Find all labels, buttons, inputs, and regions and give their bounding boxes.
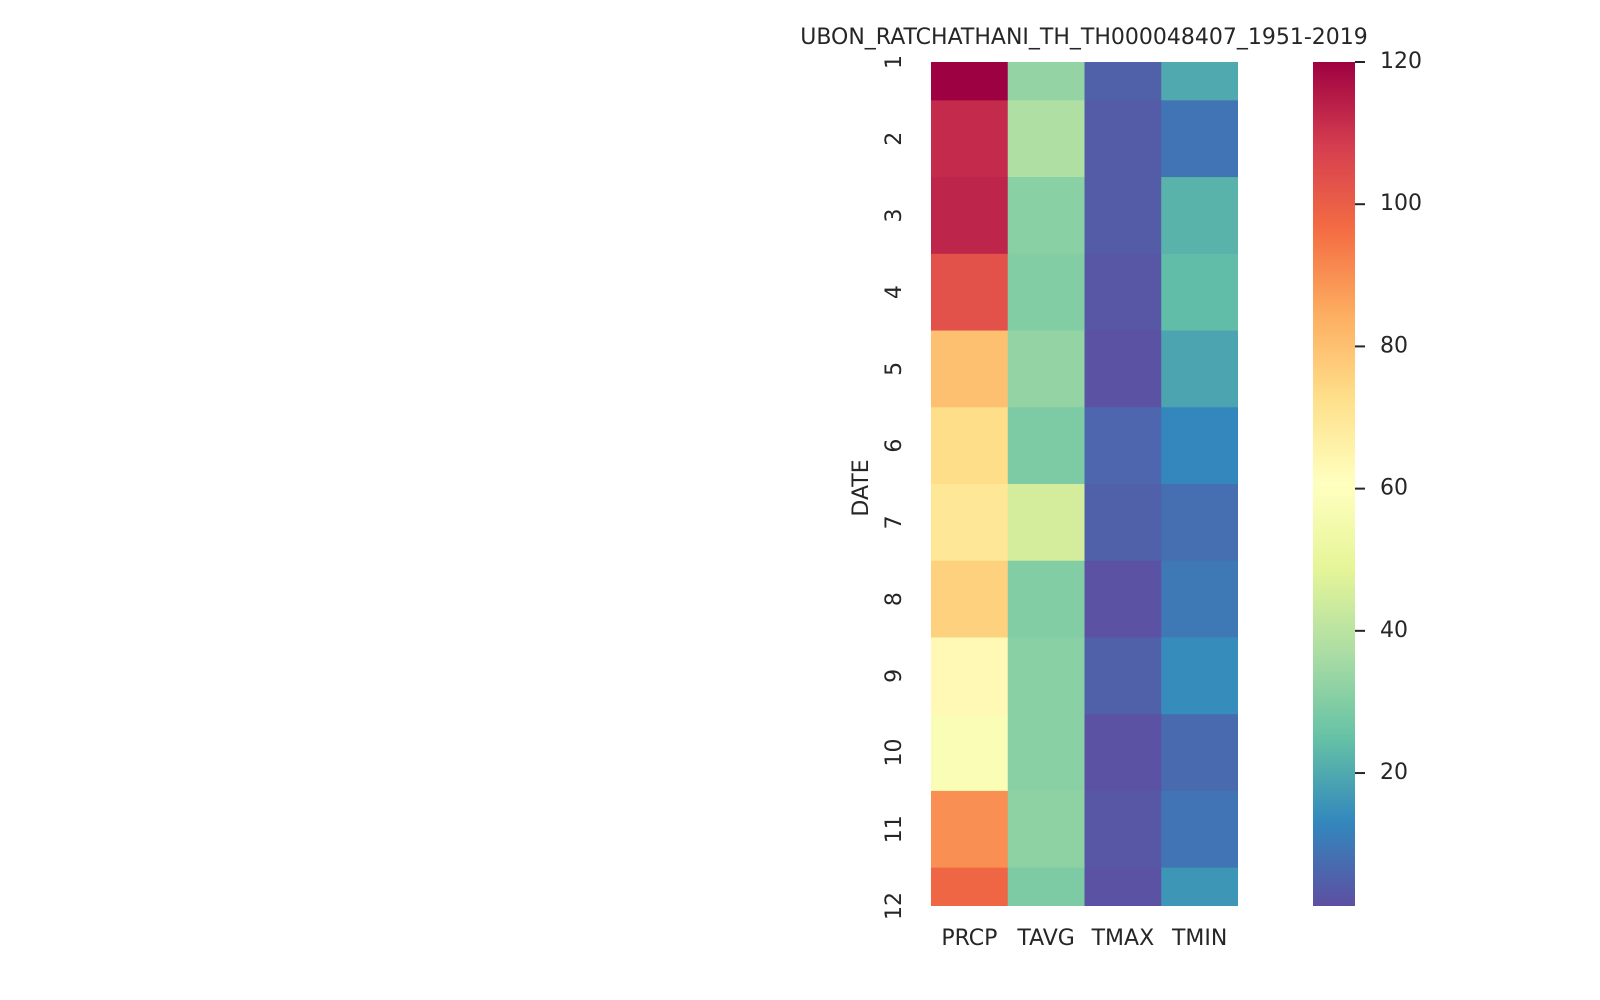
heatmap [931,62,1238,906]
y-tick-label: 5 [882,362,907,376]
y-tick-label: 7 [882,515,907,529]
heatmap-cell [1007,407,1085,485]
heatmap-cell [1161,177,1238,255]
heatmap-cell [931,62,1009,101]
y-tick-label: 2 [882,132,907,146]
y-tick-label: 8 [882,592,907,606]
heatmap-cell [931,867,1009,906]
heatmap-cell [931,177,1009,255]
heatmap-cell [1007,560,1085,638]
heatmap-cell [1007,867,1085,906]
y-tick-label: 9 [882,669,907,683]
heatmap-cell [1161,714,1238,792]
heatmap-cell [931,100,1009,178]
heatmap-cell [1007,484,1085,562]
heatmap-cell [1084,253,1162,332]
colorbar-tick-label: 80 [1380,333,1408,358]
y-tick-label: 3 [882,208,907,222]
heatmap-cell [1084,484,1162,562]
heatmap-cell [931,253,1009,332]
heatmap-cell [931,714,1009,792]
heatmap-cell [1007,62,1085,101]
colorbar-tick-label: 40 [1380,618,1408,643]
y-tick-label: 11 [882,815,907,843]
heatmap-cell [931,790,1009,869]
heatmap-cell [1084,100,1162,178]
heatmap-cell [1007,714,1085,792]
heatmap-cell [931,637,1009,715]
heatmap-cell [1084,330,1162,408]
y-tick-label: 12 [882,892,907,920]
y-tick-label: 10 [882,739,907,767]
heatmap-cell [1161,407,1238,485]
heatmap-cell [1084,867,1162,906]
heatmap-cell [1161,62,1238,101]
heatmap-cell [1161,867,1238,906]
heatmap-cell [931,330,1009,408]
heatmap-cell [1007,330,1085,408]
colorbar [1313,62,1355,906]
heatmap-cell [1084,560,1162,638]
colorbar-tick-label: 100 [1380,191,1422,216]
heatmap-cell [1084,407,1162,485]
heatmap-cell [1084,790,1162,869]
heatmap-cell [1084,637,1162,715]
heatmap-cell [1084,177,1162,255]
x-tick-label: PRCP [941,926,997,951]
heatmap-cell [1161,790,1238,869]
chart-title: UBON_RATCHATHANI_TH_TH000048407_1951-201… [800,25,1368,50]
heatmap-cell [1161,637,1238,715]
colorbar-tick-label: 120 [1380,49,1422,74]
heatmap-cell [931,560,1009,638]
y-tick-label: 6 [882,439,907,453]
heatmap-cell [931,407,1009,485]
y-tick-label: 4 [882,285,907,299]
heatmap-cell [1084,714,1162,792]
y-axis-label: DATE [849,459,874,516]
heatmap-cell [1084,62,1162,101]
heatmap-cell [1161,100,1238,178]
heatmap-cell [1161,560,1238,638]
heatmap-cell [1007,177,1085,255]
x-tick-label: TMIN [1171,926,1227,951]
heatmap-cell [1007,100,1085,178]
heatmap-cell [1161,253,1238,332]
heatmap-cell [1007,790,1085,869]
heatmap-cell [1007,253,1085,332]
x-tick-label: TAVG [1016,926,1074,951]
heatmap-cell [1161,330,1238,408]
x-tick-label: TMAX [1091,926,1155,951]
heatmap-cell [931,484,1009,562]
heatmap-cell [1161,484,1238,562]
colorbar-tick-label: 60 [1380,476,1408,501]
colorbar-tick-label: 20 [1380,760,1408,785]
y-tick-label: 1 [882,55,907,69]
heatmap-cell [1007,637,1085,715]
